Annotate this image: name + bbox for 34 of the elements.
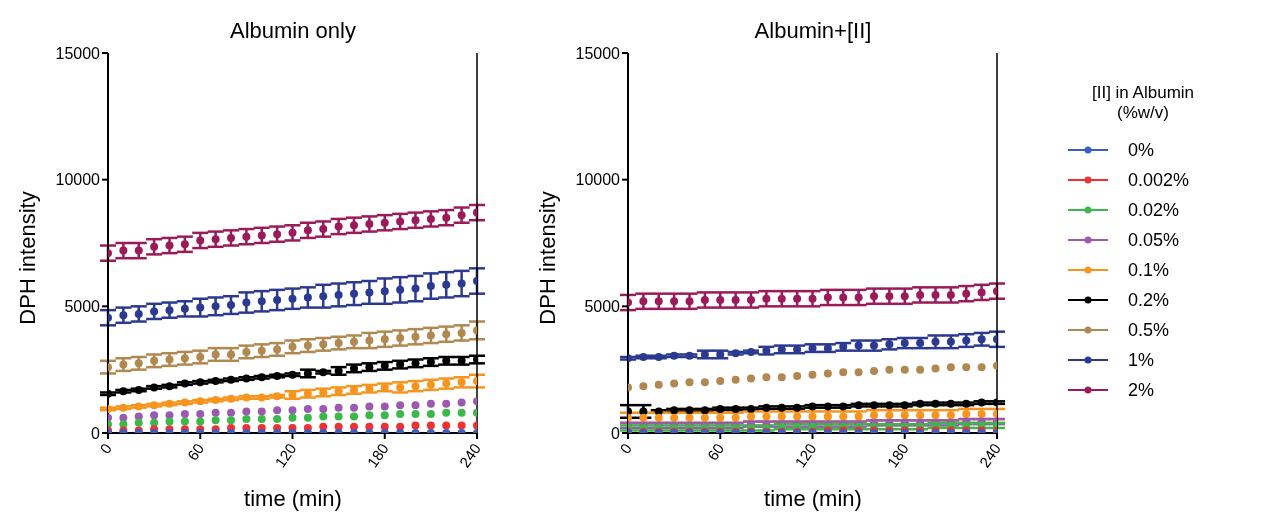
y-tick-label: 0 <box>611 424 621 442</box>
legend-title: [II] in Albumin (%w/v) <box>1090 83 1196 123</box>
y-tick-label: 15000 <box>55 44 101 62</box>
y-tick-label: 15000 <box>575 44 621 62</box>
legend-label: 0.2% <box>1128 289 1170 311</box>
x-tick-label: 0 <box>616 440 635 457</box>
legend-label: 0.5% <box>1128 319 1170 341</box>
x-tick-label: 60 <box>183 440 208 464</box>
legend-label: 0.02% <box>1128 199 1180 221</box>
legend-label: 0.05% <box>1128 229 1180 251</box>
x-tick-label: 60 <box>703 440 728 464</box>
legend-label: 0.1% <box>1128 259 1170 281</box>
x-tick-label: 0 <box>96 440 115 457</box>
y-axis-title: DPH intensity <box>15 191 41 325</box>
y-tick-label: 5000 <box>64 298 101 316</box>
y-tick-label: 10000 <box>575 171 621 189</box>
x-tick-label: 180 <box>883 440 912 471</box>
legend-label: 2% <box>1128 379 1155 401</box>
y-axis-title: DPH intensity <box>535 191 561 325</box>
x-tick-label: 120 <box>271 440 300 471</box>
x-tick-label: 240 <box>455 440 484 471</box>
x-tick-label: 120 <box>791 440 820 471</box>
y-tick-label: 5000 <box>584 298 621 316</box>
x-axis-title: time (min) <box>243 486 343 512</box>
legend-label: 0% <box>1128 139 1155 161</box>
chart-title: Albumin+[II] <box>753 18 873 44</box>
x-axis-title: time (min) <box>763 486 863 512</box>
x-tick-label: 180 <box>363 440 392 471</box>
x-tick-label: 240 <box>975 440 1004 471</box>
chart-title: Albumin only <box>229 18 357 44</box>
y-tick-label: 0 <box>91 424 101 442</box>
legend-label: 1% <box>1128 349 1155 371</box>
y-tick-label: 10000 <box>55 171 101 189</box>
legend-label: 0.002% <box>1128 169 1190 191</box>
